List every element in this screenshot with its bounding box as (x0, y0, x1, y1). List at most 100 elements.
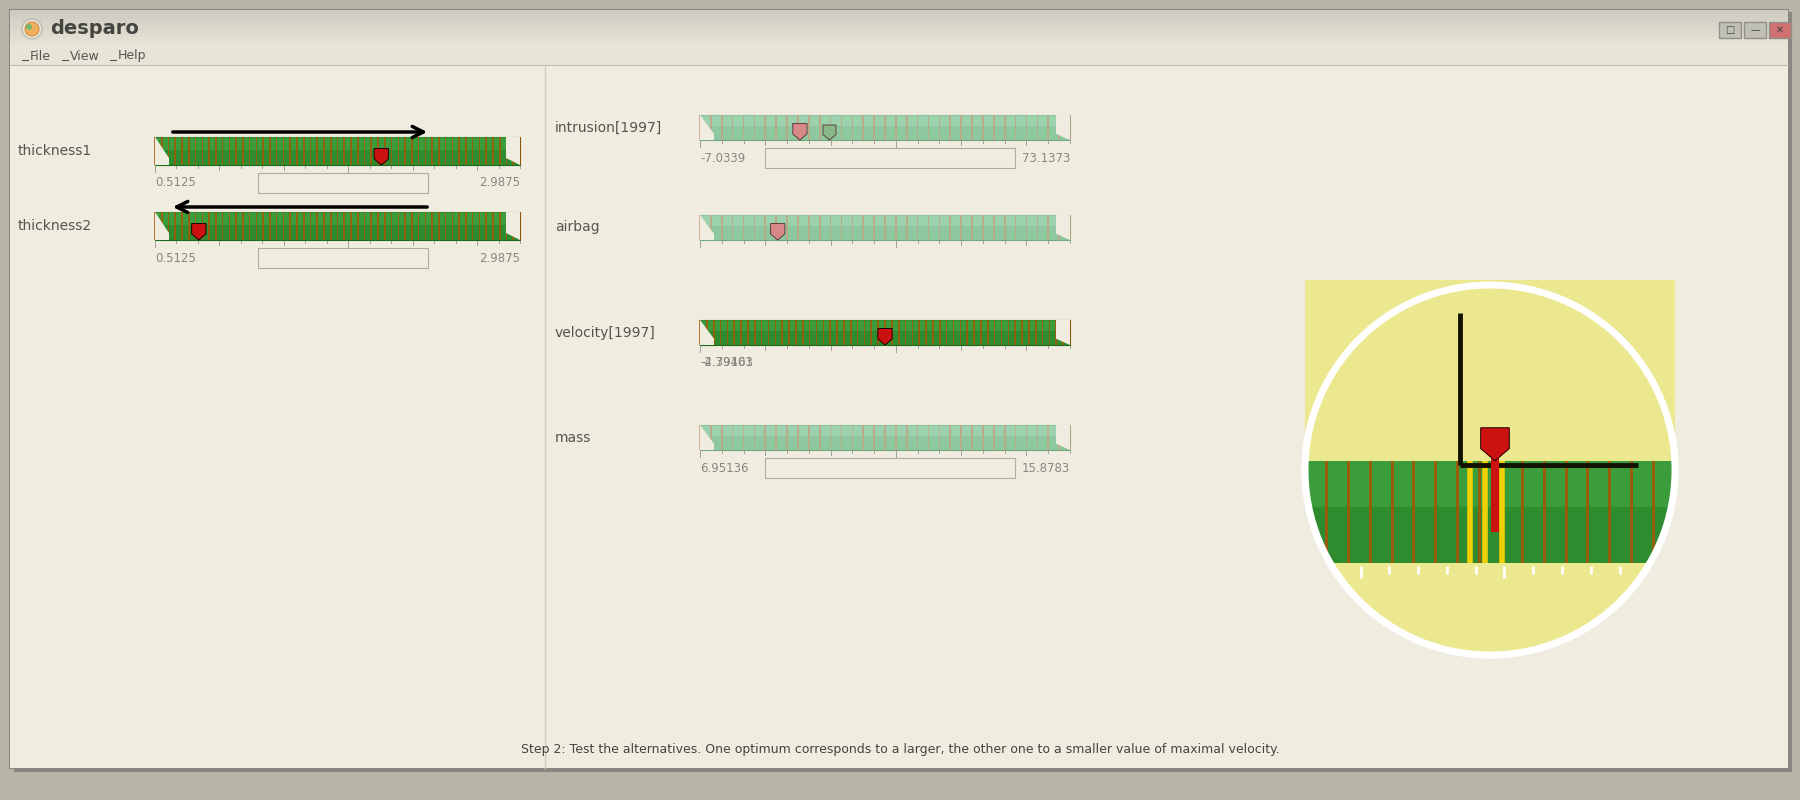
Bar (155, 137, 520, 165)
Text: -4.39401: -4.39401 (700, 357, 752, 370)
Bar (11, 45, 1787, 46)
Bar (1368, 461, 1372, 562)
Bar (11, 35, 1787, 36)
Polygon shape (700, 115, 715, 140)
Bar (1456, 461, 1458, 562)
Text: airbag: airbag (554, 221, 599, 234)
Bar (1652, 461, 1654, 562)
Polygon shape (374, 149, 389, 165)
Bar (1305, 280, 1676, 475)
Text: velocity[1997]: velocity[1997] (554, 326, 655, 339)
Circle shape (1305, 285, 1676, 655)
Text: 52.461 ± 7.46...: 52.461 ± 7.46... (842, 151, 938, 165)
Bar (700, 115, 1069, 140)
Text: —: — (1750, 25, 1760, 35)
Bar (11, 43, 1787, 44)
Bar (155, 212, 520, 240)
Bar (11, 18, 1787, 19)
Bar (1478, 461, 1481, 562)
Bar (1521, 461, 1525, 562)
Bar (11, 30, 1787, 31)
Text: 15.8783: 15.8783 (1022, 462, 1069, 474)
Bar (11, 16, 1787, 17)
Bar (11, 27, 1787, 28)
Bar (11, 21, 1787, 22)
Polygon shape (700, 425, 715, 450)
Bar (11, 14, 1787, 15)
Bar (11, 46, 1787, 47)
Bar (1631, 461, 1633, 562)
Polygon shape (770, 223, 785, 240)
Bar (11, 37, 1787, 38)
Bar (11, 36, 1787, 37)
Polygon shape (1481, 428, 1508, 461)
Bar (700, 215, 1069, 240)
Bar (11, 20, 1787, 21)
Text: thickness1: thickness1 (18, 144, 92, 158)
Bar (1391, 461, 1393, 562)
Bar (700, 320, 1069, 345)
Bar (11, 11, 1787, 12)
Bar (1607, 461, 1611, 562)
Polygon shape (1057, 320, 1069, 345)
Bar (1499, 461, 1503, 562)
Bar (11, 38, 1787, 39)
Bar (257, 173, 428, 193)
Bar (11, 40, 1787, 41)
Bar (1564, 461, 1568, 562)
Bar (11, 26, 1787, 27)
Bar (11, 47, 1787, 65)
Bar (11, 28, 1787, 29)
Bar (11, 24, 1787, 25)
Bar (11, 22, 1787, 23)
Bar (11, 39, 1787, 40)
Bar (700, 425, 1069, 436)
Bar (1719, 22, 1741, 38)
Polygon shape (155, 212, 169, 240)
Text: Step 2: Test the alternatives. One optimum corresponds to a larger, the other on: Step 2: Test the alternatives. One optim… (520, 743, 1280, 757)
Bar (155, 212, 520, 225)
Text: File: File (31, 50, 50, 62)
Circle shape (25, 22, 40, 36)
Text: mass: mass (554, 430, 592, 445)
Bar (11, 41, 1787, 42)
Text: -7.0339: -7.0339 (700, 151, 745, 165)
Bar (155, 137, 520, 150)
Bar (700, 320, 1069, 331)
Bar (765, 458, 1015, 478)
Polygon shape (506, 212, 520, 240)
Bar (1305, 566, 1676, 655)
Polygon shape (700, 320, 715, 345)
Bar (11, 10, 1787, 11)
Bar (11, 33, 1787, 34)
Bar (700, 115, 1069, 126)
Bar (11, 17, 1787, 18)
Text: ✕: ✕ (1777, 25, 1784, 35)
Bar (1413, 461, 1415, 562)
Polygon shape (155, 137, 169, 165)
Bar (1305, 461, 1676, 506)
Bar (1490, 456, 1499, 532)
Bar (1674, 461, 1676, 562)
Text: 2.9875: 2.9875 (479, 177, 520, 190)
Polygon shape (1057, 215, 1069, 240)
Bar (11, 65, 1787, 768)
Polygon shape (1057, 425, 1069, 450)
Bar (11, 29, 1787, 30)
Text: □: □ (1726, 25, 1735, 35)
Bar (11, 31, 1787, 32)
Bar (1325, 461, 1328, 562)
Bar (1303, 461, 1307, 562)
Bar (1769, 22, 1791, 38)
Text: thickness2: thickness2 (18, 219, 92, 233)
Bar (11, 32, 1787, 33)
Circle shape (25, 24, 32, 30)
Bar (11, 15, 1787, 16)
Polygon shape (700, 215, 715, 240)
Bar (11, 47, 1787, 48)
Bar (1586, 461, 1589, 562)
Bar (11, 23, 1787, 24)
Polygon shape (823, 125, 835, 140)
Polygon shape (506, 137, 520, 165)
Bar (11, 44, 1787, 45)
